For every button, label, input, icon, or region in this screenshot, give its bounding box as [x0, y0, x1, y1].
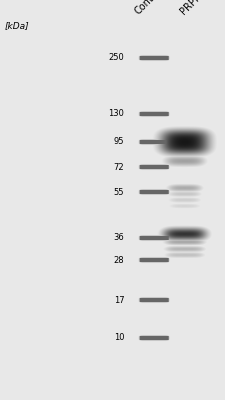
- Text: Control: Control: [133, 0, 164, 16]
- Text: 250: 250: [108, 54, 124, 62]
- Text: 72: 72: [113, 163, 124, 172]
- Text: PRPF3: PRPF3: [178, 0, 206, 16]
- Text: 130: 130: [108, 110, 124, 118]
- Text: 95: 95: [113, 138, 124, 146]
- Text: [kDa]: [kDa]: [4, 22, 29, 30]
- Text: 55: 55: [113, 188, 124, 197]
- Text: 28: 28: [113, 256, 124, 265]
- Text: 10: 10: [113, 334, 124, 342]
- Text: 17: 17: [113, 296, 124, 305]
- Text: 36: 36: [113, 234, 124, 242]
